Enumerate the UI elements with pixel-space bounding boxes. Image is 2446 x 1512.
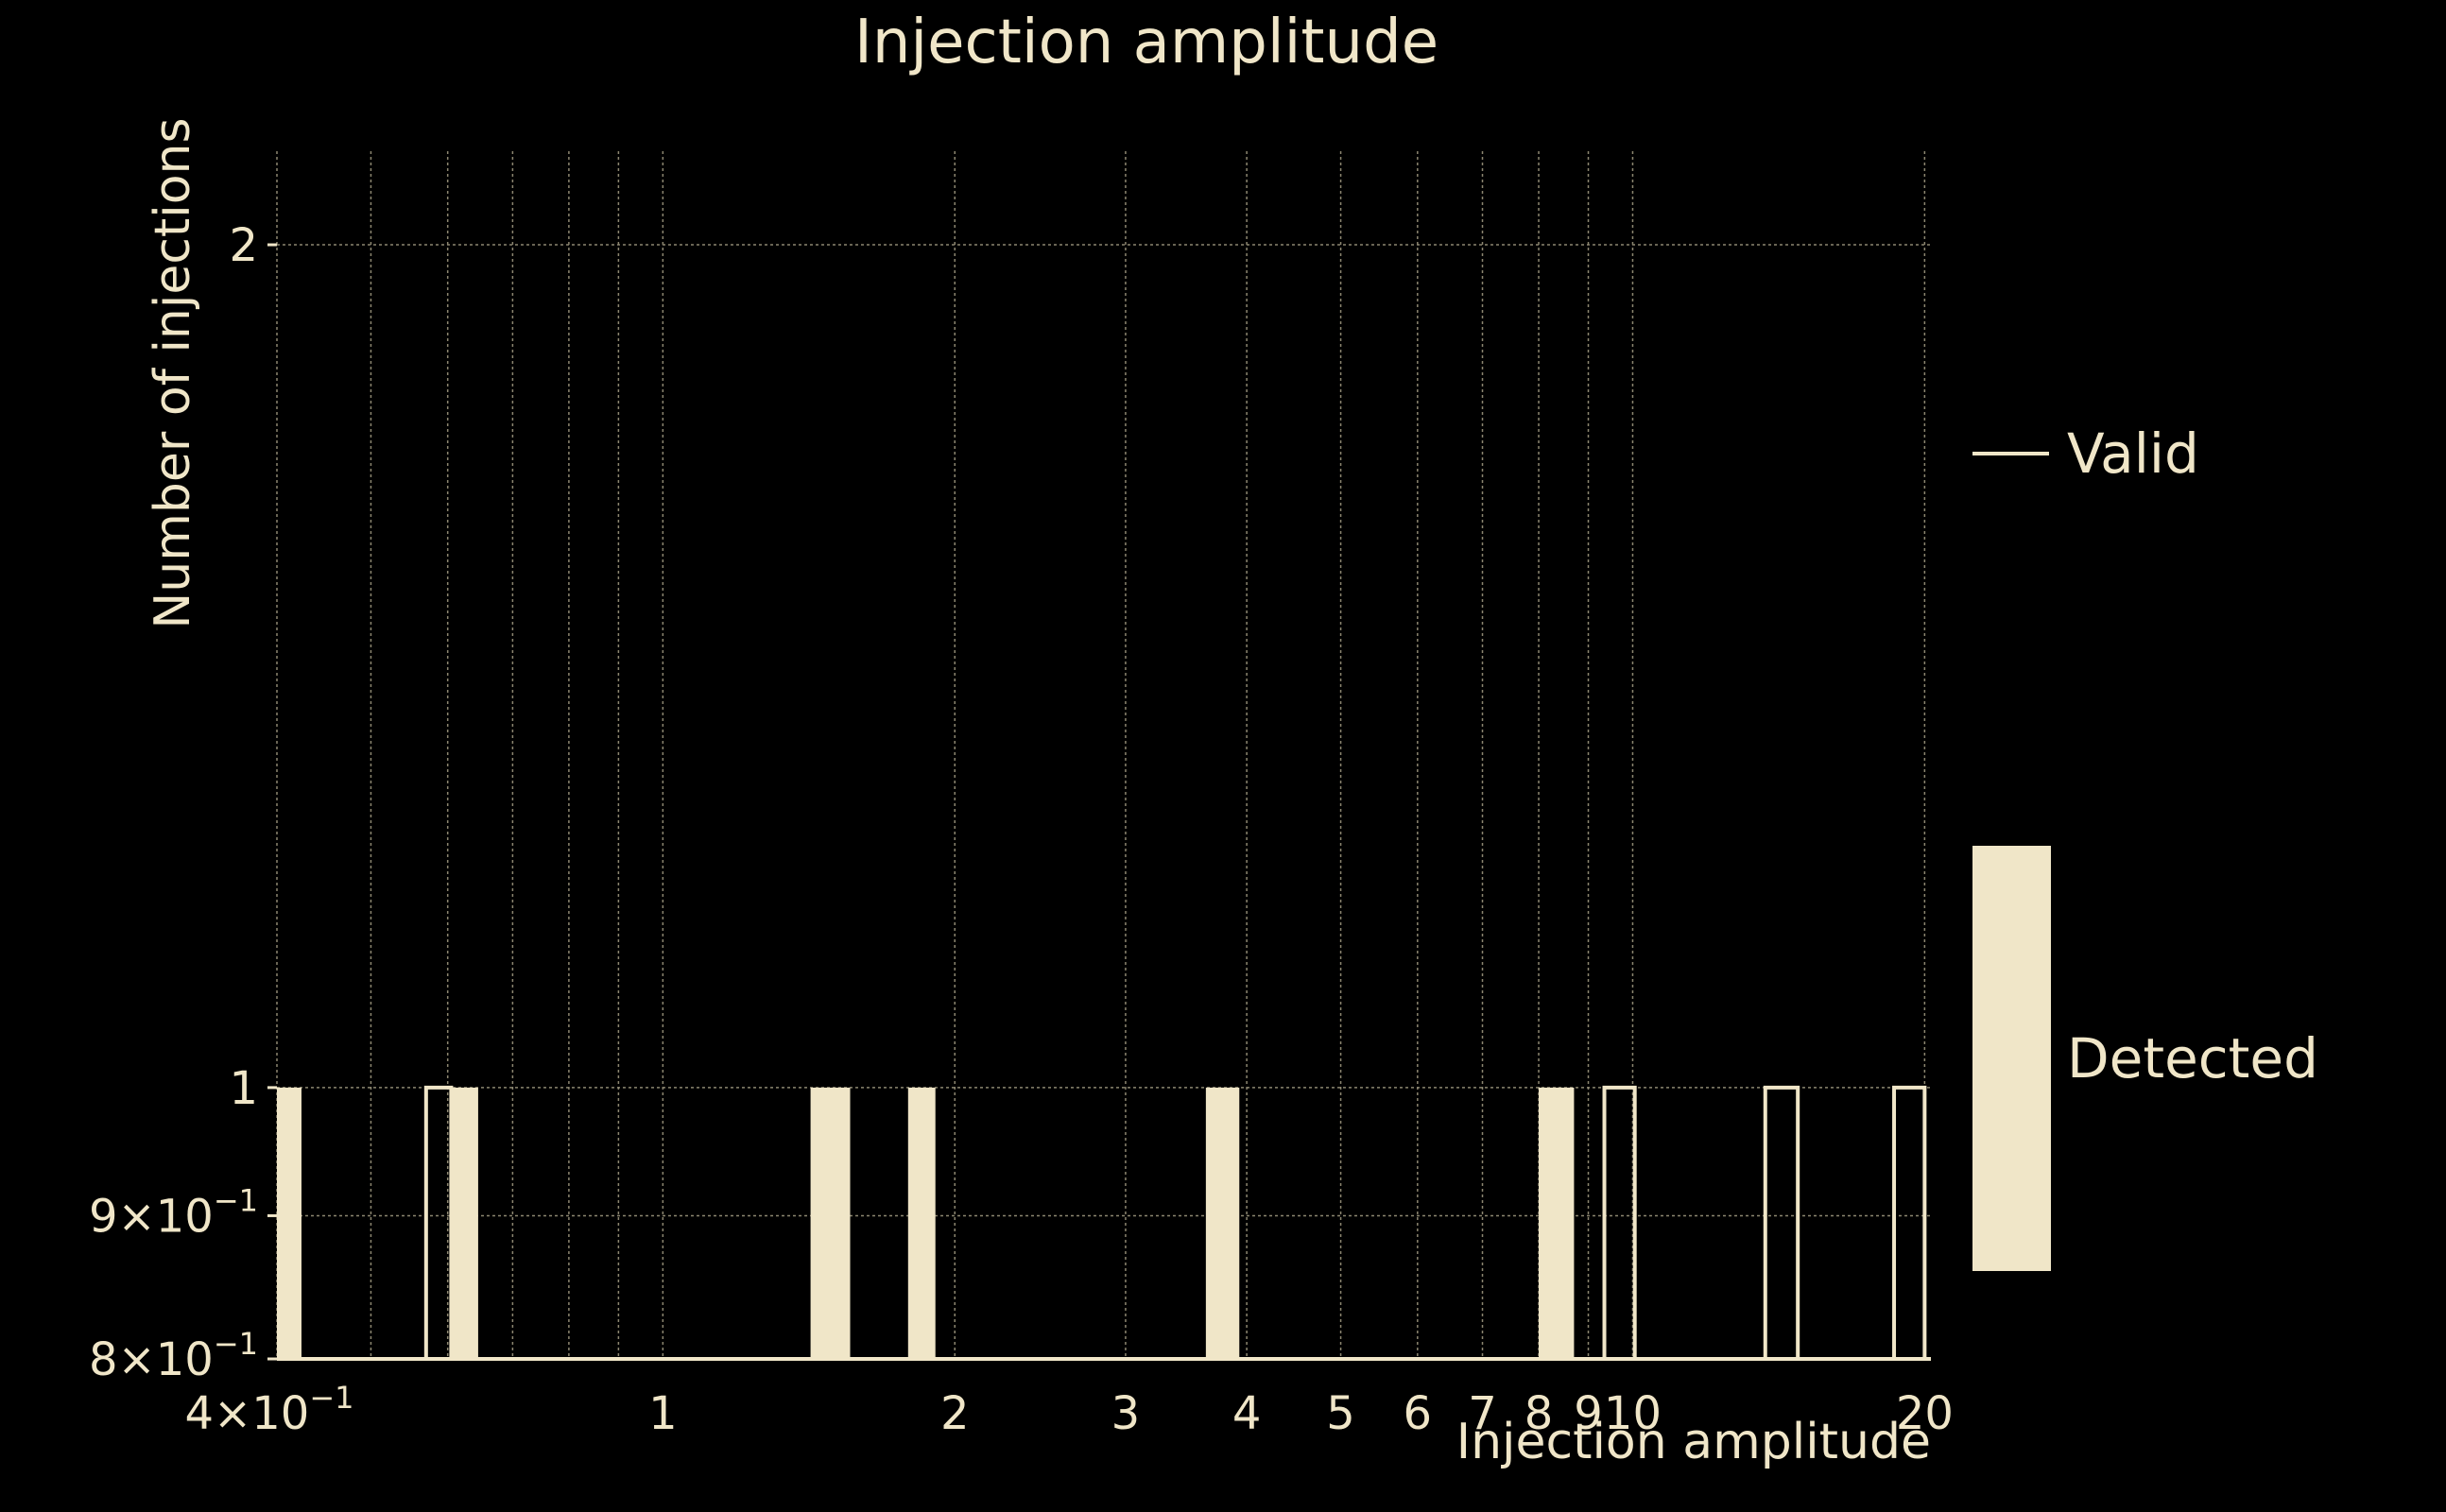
y-axis-label: Number of injections (145, 117, 201, 628)
detected-bar (1539, 1087, 1575, 1359)
chart-title: Injection amplitude (854, 8, 1438, 77)
valid-bar (1892, 1085, 1927, 1359)
valid-bar (1763, 1085, 1800, 1359)
x-tick-label: 3 (1111, 1387, 1141, 1440)
y-tick-label: 9×10−1 (89, 1182, 258, 1243)
y-tick-label: 8×10−1 (89, 1326, 258, 1386)
x-tick-label: 7 (1468, 1387, 1497, 1440)
y-tick-label: 2 (229, 219, 258, 272)
x-tick-label: 1 (648, 1387, 678, 1440)
legend-detected-swatch (1972, 846, 2051, 1271)
detected-bar (451, 1087, 478, 1359)
legend-label-detected: Detected (2067, 1026, 2318, 1091)
x-tick-label: 2 (940, 1387, 970, 1440)
detected-bar (277, 1087, 301, 1359)
x-tick-label: 10 (1604, 1387, 1662, 1440)
x-tick-label: 5 (1326, 1387, 1355, 1440)
valid-bar (423, 1085, 454, 1359)
x-tick-label: 9 (1574, 1387, 1603, 1440)
x-tick-label: 6 (1404, 1387, 1433, 1440)
x-tick-label: 4×10−1 (184, 1380, 353, 1440)
x-tick-label: 8 (1524, 1387, 1554, 1440)
y-tick-label: 1 (229, 1062, 258, 1115)
detected-bar (1205, 1087, 1240, 1359)
grid-lines (276, 151, 1931, 1360)
x-axis-label: Injection amplitude (1456, 1414, 1931, 1470)
legend: Valid Detected (1972, 421, 2318, 1271)
x-tick-label: 4 (1232, 1387, 1262, 1440)
detected-bar (907, 1087, 936, 1359)
detected-bar (810, 1087, 851, 1359)
histogram-bars (277, 1085, 1927, 1359)
x-tick-label: 20 (1896, 1387, 1954, 1440)
legend-label-valid: Valid (2067, 421, 2199, 486)
valid-bar (1602, 1085, 1637, 1359)
